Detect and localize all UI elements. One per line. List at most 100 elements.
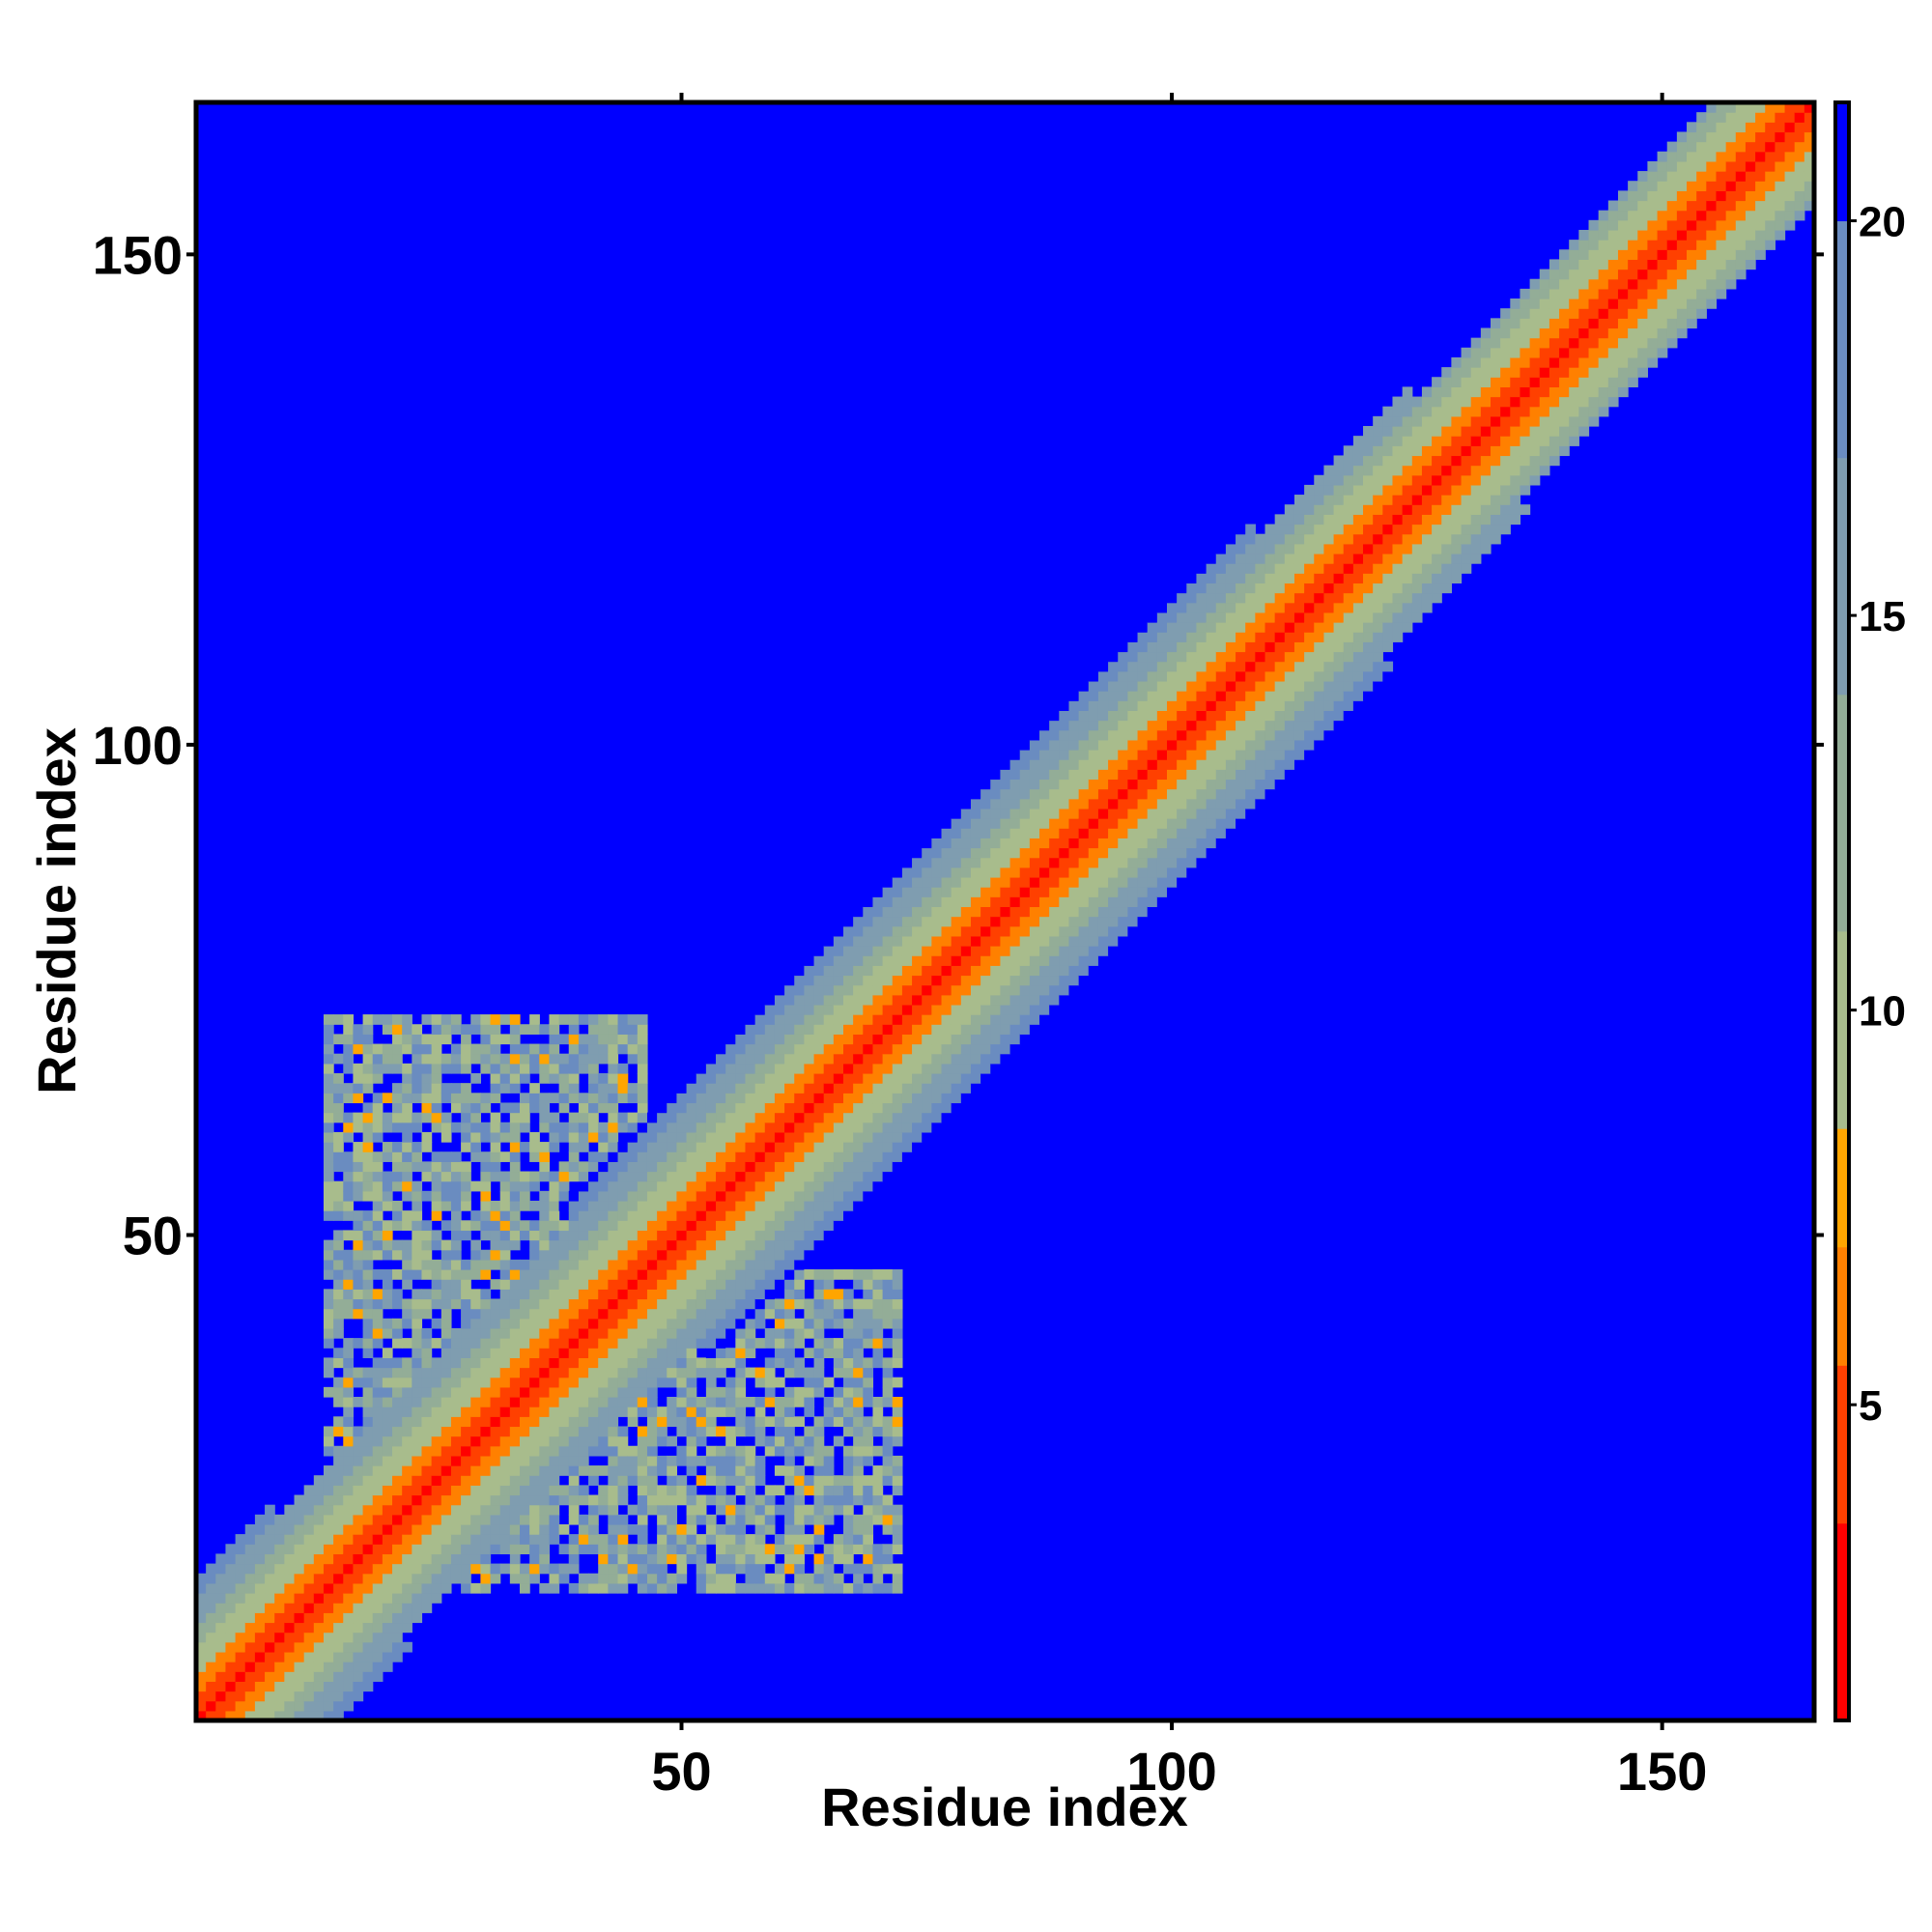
heatmap-cell [402, 1377, 412, 1388]
heatmap-cell [343, 1357, 355, 1369]
heatmap-cell [265, 1632, 275, 1643]
heatmap-cell [558, 1455, 570, 1466]
heatmap-cell [1245, 563, 1256, 574]
heatmap-cell [274, 1681, 285, 1692]
heatmap-cell [490, 1024, 501, 1035]
heatmap-cell [382, 1426, 393, 1437]
heatmap-cell [892, 1357, 903, 1369]
heatmap-cell [294, 1671, 305, 1682]
heatmap-cell [1147, 729, 1158, 741]
heatmap-cell [225, 1573, 237, 1584]
heatmap-cell [853, 906, 864, 918]
heatmap-cell [431, 1485, 442, 1496]
heatmap-cell [1108, 847, 1119, 859]
heatmap-cell [823, 1180, 835, 1192]
heatmap-cell [1186, 798, 1198, 810]
heatmap-cell [1264, 680, 1276, 692]
heatmap-cell [657, 1455, 668, 1466]
heatmap-cell [1245, 750, 1256, 760]
heatmap-cell [1019, 935, 1031, 947]
heatmap-cell [696, 1563, 707, 1575]
heatmap-cell [520, 1494, 530, 1506]
heatmap-cell [804, 1348, 815, 1358]
heatmap-cell [1029, 798, 1040, 810]
heatmap-cell [1019, 906, 1031, 918]
heatmap-cell [872, 1014, 884, 1025]
heatmap-cell [1236, 769, 1246, 781]
heatmap-cell [529, 1573, 540, 1584]
heatmap-cell [657, 1210, 668, 1221]
heatmap-cell [1314, 739, 1325, 751]
heatmap-cell [1108, 935, 1119, 947]
heatmap-cell [490, 1426, 501, 1437]
heatmap-cell [578, 1494, 589, 1506]
heatmap-cell [1186, 847, 1198, 859]
heatmap-cell [764, 1014, 776, 1025]
heatmap-cell [637, 1435, 648, 1447]
heatmap-cell [323, 1239, 334, 1251]
heatmap-cell [568, 1014, 580, 1025]
heatmap-cell [520, 1544, 530, 1555]
heatmap-cell [539, 1386, 551, 1398]
heatmap-cell [853, 1004, 864, 1015]
heatmap-cell [1206, 632, 1217, 642]
heatmap-cell [1186, 582, 1198, 594]
heatmap-cell [392, 1632, 403, 1643]
heatmap-cell [716, 1180, 726, 1192]
heatmap-cell [1108, 670, 1119, 682]
heatmap-cell [1196, 582, 1208, 594]
heatmap-cell [1019, 887, 1031, 897]
heatmap-cell [833, 1475, 844, 1486]
heatmap-cell [872, 1327, 884, 1339]
heatmap-cell [1068, 710, 1080, 722]
heatmap-cell [931, 1053, 943, 1065]
heatmap-cell [784, 1523, 795, 1535]
heatmap-cell [1029, 1024, 1040, 1035]
heatmap-cell [372, 1131, 384, 1143]
heatmap-cell [627, 1348, 639, 1358]
heatmap-cell [696, 1426, 707, 1437]
heatmap-cell [333, 1465, 344, 1476]
heatmap-cell [813, 1377, 825, 1388]
heatmap-cell [960, 818, 972, 829]
heatmap-cell [343, 1593, 355, 1604]
heatmap-cell [912, 1083, 923, 1094]
heatmap-cell [529, 1142, 540, 1152]
heatmap-cell [549, 1367, 560, 1378]
heatmap-cell [882, 1514, 894, 1525]
heatmap-cell [470, 1338, 481, 1349]
heatmap-cell [431, 1151, 442, 1162]
heatmap-cell [1196, 563, 1208, 574]
heatmap-cell [588, 1239, 599, 1251]
heatmap-cell [362, 1514, 374, 1525]
heatmap-cell [1304, 670, 1315, 682]
heatmap-cell [637, 1406, 648, 1417]
heatmap-cell [990, 1063, 1002, 1074]
heatmap-cell [1118, 867, 1128, 878]
heatmap-cell [568, 1131, 580, 1143]
heatmap-cell [637, 1112, 648, 1123]
heatmap-cell [323, 1053, 334, 1065]
heatmap-cell [343, 1494, 355, 1506]
heatmap-cell [1186, 622, 1198, 633]
heatmap-cell [716, 1249, 726, 1261]
heatmap-cell [1000, 887, 1011, 897]
heatmap-cell [970, 984, 981, 996]
heatmap-cell [1293, 680, 1305, 692]
heatmap-cell [901, 1004, 913, 1015]
heatmap-cell [490, 1386, 501, 1398]
heatmap-cell [499, 1563, 511, 1575]
heatmap-cell [646, 1445, 658, 1457]
heatmap-cell [490, 1514, 501, 1525]
heatmap-cell [382, 1397, 393, 1407]
heatmap-cell [1108, 857, 1119, 868]
heatmap-cell [461, 1308, 471, 1320]
heatmap-cell [843, 1494, 854, 1506]
heatmap-cell [863, 1475, 874, 1486]
heatmap-cell [343, 1465, 355, 1476]
heatmap-cell [716, 1523, 726, 1535]
heatmap-cell [813, 1279, 825, 1290]
heatmap-cell [480, 1230, 492, 1241]
heatmap-cell [716, 1131, 726, 1143]
heatmap-cell [843, 1298, 854, 1310]
